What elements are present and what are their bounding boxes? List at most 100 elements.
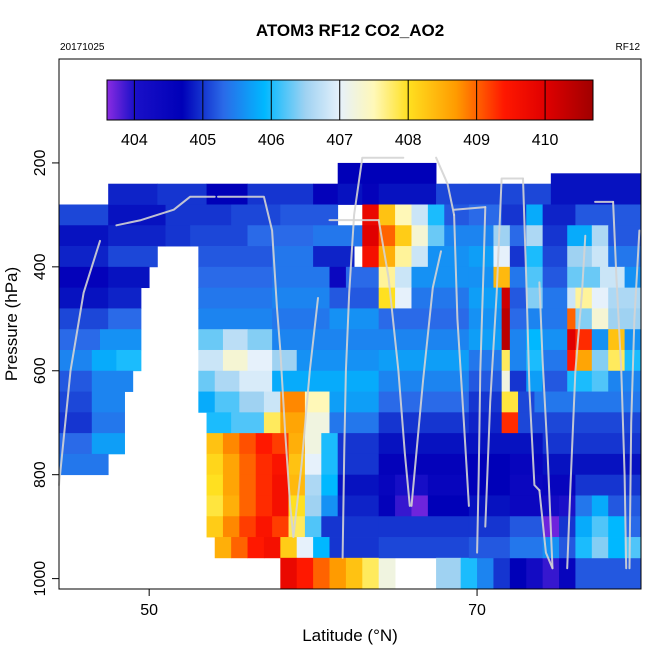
chart-title: ATOM3 RF12 CO2_AO2 xyxy=(256,21,444,40)
heatmap-cell xyxy=(59,412,93,434)
heatmap-cell xyxy=(272,246,314,268)
heatmap-cell xyxy=(214,537,232,559)
heatmap-cell xyxy=(608,537,626,559)
heatmap-cell xyxy=(313,557,330,590)
colorbar-tick-label: 405 xyxy=(189,132,216,149)
heatmap-cell xyxy=(362,246,380,268)
heatmap-cell xyxy=(272,308,330,330)
heatmap-cell xyxy=(378,516,470,538)
heatmap-cell xyxy=(165,204,232,226)
heatmap-cell xyxy=(288,433,306,455)
heatmap-cell xyxy=(321,495,339,517)
heatmap-cell xyxy=(575,349,593,372)
heatmap-cell xyxy=(468,246,494,268)
heatmap-cell xyxy=(337,453,380,476)
heatmap-cell xyxy=(567,225,593,247)
heatmap-cell xyxy=(591,308,609,330)
heatmap-cell xyxy=(378,349,470,372)
heatmap-cell xyxy=(198,370,216,392)
heatmap-cell xyxy=(591,246,609,268)
flight-track-segment xyxy=(58,239,101,487)
heatmap-cell xyxy=(239,433,257,455)
heatmap-cell xyxy=(345,557,363,590)
heatmap-cell xyxy=(575,516,593,538)
x-axis-title: Latitude (°N) xyxy=(302,626,398,645)
heatmap-cell xyxy=(198,287,273,309)
heatmap-cell xyxy=(542,246,568,268)
heatmap-cell xyxy=(526,370,544,392)
heatmap-cell xyxy=(395,204,412,226)
heatmap-cell xyxy=(321,474,339,496)
colorbar-tick-label: 408 xyxy=(395,132,422,149)
heatmap-cell xyxy=(206,412,232,434)
heatmap-cell xyxy=(255,474,273,496)
flight-track-segment xyxy=(538,281,554,570)
heatmap-cell xyxy=(247,349,273,372)
heatmap-cell xyxy=(509,287,527,309)
heatmap-cell xyxy=(395,246,412,268)
heatmap-cell xyxy=(526,246,544,268)
y-tick-label: 1000 xyxy=(32,561,49,597)
heatmap-cell xyxy=(542,287,568,309)
heatmap-cell xyxy=(239,495,257,517)
heatmap-cell xyxy=(493,557,511,590)
heatmap-cell xyxy=(329,537,380,559)
heatmap-cell xyxy=(378,557,396,590)
heatmap-cell xyxy=(304,453,322,476)
colorbar-tick-label: 410 xyxy=(532,132,559,149)
heatmap-cell xyxy=(362,183,380,205)
heatmap-cell xyxy=(468,225,494,247)
heatmap-cell xyxy=(468,370,503,392)
heatmap-cell xyxy=(378,391,470,413)
heatmap-cell xyxy=(108,287,142,309)
heatmap-cell xyxy=(501,391,519,413)
heatmap-cell xyxy=(272,370,380,392)
heatmap-cell xyxy=(378,204,396,226)
heatmap-cell xyxy=(501,308,511,330)
heatmap-cells xyxy=(59,162,642,590)
heatmap-cell xyxy=(575,495,593,517)
heatmap-cell xyxy=(493,225,511,247)
flight-track-segment xyxy=(410,250,442,507)
flight-track-segment xyxy=(538,489,554,570)
heatmap-cell xyxy=(59,204,109,226)
heatmap-cell xyxy=(411,225,429,247)
heatmap-cell xyxy=(567,349,576,372)
heatmap-cell xyxy=(542,308,568,330)
heatmap-cell xyxy=(272,495,289,517)
heatmap-cell xyxy=(313,183,339,205)
heatmap-cell xyxy=(304,516,322,538)
heatmap-cell xyxy=(542,453,642,476)
heatmap-cell xyxy=(280,204,339,226)
heatmap-cell xyxy=(59,433,93,455)
heatmap-cell xyxy=(624,516,642,538)
heatmap-cell xyxy=(165,225,191,247)
colorbar: 404 405 406 407 408 409 410 xyxy=(106,79,594,149)
heatmap-cell xyxy=(468,537,511,559)
heatmap-cell xyxy=(304,474,322,496)
heatmap-cell xyxy=(263,537,281,559)
heatmap-cell xyxy=(206,433,224,455)
heatmap-cell xyxy=(493,266,511,289)
heatmap-cell xyxy=(329,287,380,309)
heatmap-cell xyxy=(91,349,117,372)
heatmap-cell xyxy=(157,183,207,205)
heatmap-cell xyxy=(190,225,248,247)
heatmap-cell xyxy=(509,225,527,247)
heatmap-cell xyxy=(460,557,478,590)
heatmap-cell xyxy=(493,246,511,268)
heatmap-cell xyxy=(321,516,380,538)
heatmap-cell xyxy=(542,474,576,496)
heatmap-cell xyxy=(378,246,396,268)
y-axis-title: Pressure (hPa) xyxy=(2,267,21,381)
y-tick-label: 600 xyxy=(32,357,49,384)
heatmap-cell xyxy=(575,329,593,351)
heatmap-cell xyxy=(542,370,568,392)
heatmap-cell xyxy=(378,266,396,289)
heatmap-cell xyxy=(280,412,306,434)
heatmap-cell xyxy=(608,329,626,351)
heatmap-cell xyxy=(436,183,470,205)
heatmap-cell xyxy=(313,246,355,268)
heatmap-cell xyxy=(518,412,642,434)
